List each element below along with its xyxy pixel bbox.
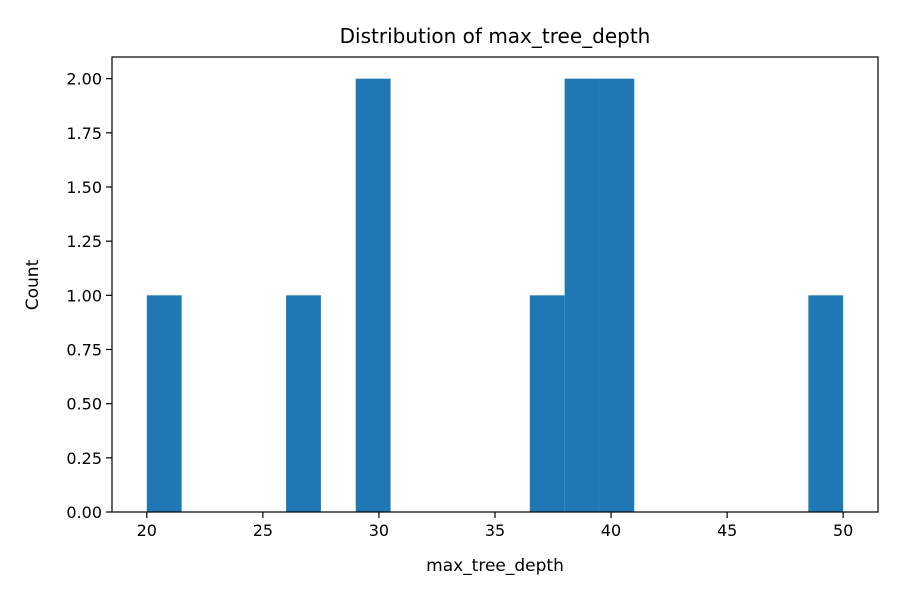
histogram-bar bbox=[146, 295, 182, 512]
histogram-bar bbox=[286, 295, 321, 512]
histogram-bar bbox=[599, 78, 635, 513]
x-axis-label: max_tree_depth bbox=[426, 556, 564, 576]
chart-title: Distribution of max_tree_depth bbox=[340, 24, 651, 48]
histogram-bar bbox=[355, 78, 391, 513]
x-tick-label: 30 bbox=[369, 521, 389, 540]
y-tick-label: 1.50 bbox=[66, 178, 102, 197]
histogram-bar bbox=[564, 78, 600, 513]
x-tick-label: 50 bbox=[833, 521, 853, 540]
x-tick-label: 35 bbox=[485, 521, 505, 540]
bars-layer bbox=[146, 78, 844, 513]
histogram-bar bbox=[529, 295, 565, 512]
x-tick-label: 20 bbox=[137, 521, 157, 540]
y-tick-label: 1.75 bbox=[66, 124, 102, 143]
histogram-bar bbox=[808, 295, 844, 512]
y-axis-label: Count bbox=[23, 259, 43, 310]
x-tick-label: 25 bbox=[253, 521, 273, 540]
y-tick-label: 0.25 bbox=[66, 449, 102, 468]
x-axis: 20 25 30 35 40 45 50 bbox=[137, 512, 853, 540]
x-tick-label: 40 bbox=[601, 521, 621, 540]
y-tick-label: 1.25 bbox=[66, 232, 102, 251]
y-tick-label: 0.75 bbox=[66, 341, 102, 360]
y-tick-label: 0.50 bbox=[66, 395, 102, 414]
y-tick-label: 2.00 bbox=[66, 70, 102, 89]
x-tick-label: 45 bbox=[717, 521, 737, 540]
y-tick-label: 0.00 bbox=[66, 503, 102, 522]
y-tick-label: 1.00 bbox=[66, 286, 102, 305]
y-axis: 0.00 0.25 0.50 0.75 1.00 1.25 1.50 1.75 2.00 bbox=[66, 70, 112, 522]
